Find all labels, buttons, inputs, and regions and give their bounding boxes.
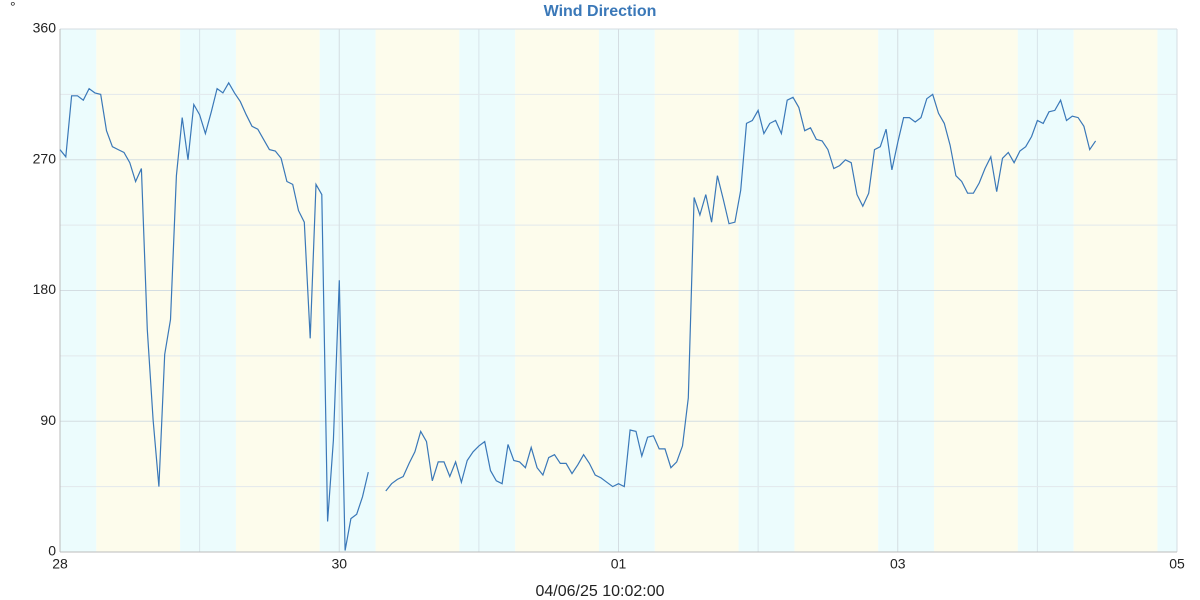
y-tick-label: 180	[33, 281, 57, 297]
x-axis-label: 04/06/25 10:02:00	[535, 583, 664, 600]
x-tick-label: 03	[890, 556, 906, 572]
y-axis-unit: °	[10, 0, 16, 15]
y-tick-label: 360	[33, 20, 57, 36]
x-tick-label: 28	[52, 556, 68, 572]
x-tick-label: 30	[331, 556, 347, 572]
y-tick-label: 90	[40, 412, 56, 428]
x-tick-label: 05	[1169, 556, 1185, 572]
chart-title: Wind Direction	[544, 3, 657, 20]
y-tick-label: 0	[48, 543, 56, 559]
x-tick-label: 01	[611, 556, 627, 572]
y-tick-label: 270	[33, 150, 57, 166]
data-line	[59, 81, 1097, 551]
